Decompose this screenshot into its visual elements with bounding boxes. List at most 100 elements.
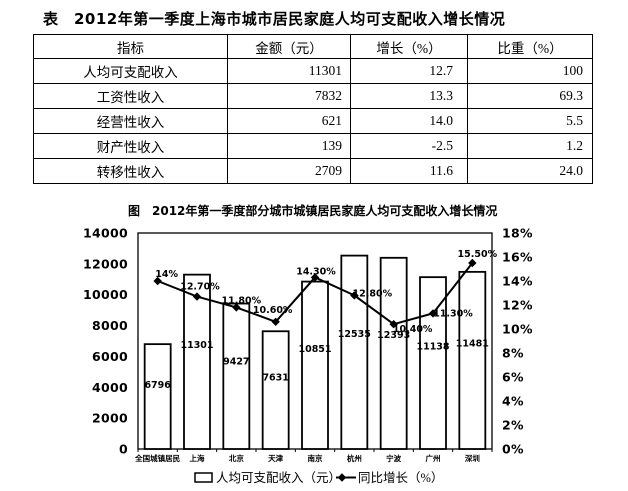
- table-cell-growth: 14.0: [350, 108, 468, 134]
- table-cell-share: 69.3: [467, 83, 593, 109]
- left-axis-tick-label: 14000: [83, 226, 128, 241]
- bar: [143, 343, 172, 450]
- table-cell-indicator: 工资性收入: [33, 83, 228, 109]
- table-cell-amount: 2709: [227, 158, 351, 184]
- growth-point-label: 12.80%: [353, 288, 393, 299]
- table-row: 人均可支配收入 11301 12.7 100: [33, 58, 593, 84]
- table-header-cell: 指标: [33, 34, 228, 59]
- table-row: 经营性收入 621 14.0 5.5: [33, 108, 593, 134]
- table-cell-amount: 11301: [227, 58, 351, 84]
- table-cell-growth: -2.5: [350, 133, 468, 159]
- bar-value-label: 11138: [416, 341, 449, 352]
- bar: [379, 256, 408, 450]
- line-marker-diamond: [350, 291, 359, 300]
- income-table: 指标 金额（元） 增长（%） 比重（%） 人均可支配收入 11301 12.7 100 工资性…: [33, 34, 593, 184]
- table-header-row: 指标 金额（元） 增长（%） 比重（%）: [33, 34, 593, 59]
- growth-point-label: 15.50%: [458, 249, 498, 260]
- growth-point-label: 11.30%: [433, 308, 473, 319]
- table-cell-growth: 11.6: [350, 158, 468, 184]
- x-axis-label: 天津: [268, 453, 283, 463]
- left-axis-tick-label: 2000: [92, 411, 128, 426]
- right-axis-tick-label: 10%: [502, 322, 533, 337]
- bar: [183, 273, 211, 450]
- right-axis-tick-label: 16%: [502, 250, 533, 265]
- table-cell-growth: 13.3: [350, 83, 468, 109]
- x-axis-label: 南京: [308, 453, 323, 463]
- figure-caption: 图 2012年第一季度部分城市城镇居民家庭人均可支配收入增长情况: [128, 204, 498, 218]
- legend-line-label: 同比增长（%）: [358, 470, 443, 485]
- line-marker-diamond: [428, 309, 438, 318]
- table-row: 工资性收入 7832 13.3 69.3: [33, 83, 593, 109]
- right-axis-tick-label: 6%: [502, 370, 524, 385]
- left-axis-tick-label: 12000: [83, 256, 128, 271]
- growth-point-label: 11.80%: [222, 295, 262, 306]
- bar: [419, 276, 447, 450]
- bar: [458, 270, 487, 450]
- x-axis-label: 北京: [229, 453, 244, 463]
- bar-value-label: 7631: [262, 373, 288, 384]
- x-axis-label: 深圳: [465, 453, 480, 463]
- table-cell-share: 100: [467, 58, 593, 84]
- table-caption: 表 2012年第一季度上海市城市居民家庭人均可支配收入增长情况: [43, 10, 506, 28]
- line-marker-diamond: [232, 303, 241, 312]
- x-axis-label: 杭州: [347, 453, 362, 463]
- line-marker-diamond: [271, 317, 280, 326]
- table-cell-growth: 12.7: [350, 58, 468, 84]
- right-axis-tick-label: 8%: [502, 346, 524, 361]
- right-axis-tick-label: 4%: [502, 394, 524, 409]
- left-axis-tick-label: 0: [119, 442, 128, 457]
- right-axis-tick-label: 0%: [502, 442, 524, 457]
- table-cell-amount: 139: [227, 133, 351, 159]
- left-axis-tick-label: 8000: [92, 318, 128, 333]
- table-header-cell: 比重（%）: [467, 34, 593, 59]
- bar: [301, 280, 329, 450]
- table-cell-amount: 621: [227, 108, 351, 134]
- bar: [222, 302, 251, 450]
- table-row: 转移性收入 2709 11.6 24.0: [33, 158, 593, 184]
- line-marker-diamond: [389, 320, 398, 329]
- right-axis-tick-label: 2%: [502, 418, 524, 433]
- right-axis-tick-label: 18%: [502, 226, 533, 241]
- table-cell-indicator: 转移性收入: [33, 158, 228, 184]
- line-marker-diamond: [310, 273, 320, 282]
- table-cell-indicator: 人均可支配收入: [33, 58, 228, 84]
- line-marker-diamond: [192, 292, 202, 301]
- bar-value-label: 12393: [377, 330, 410, 341]
- growth-point-label: 14%: [155, 269, 178, 280]
- bar-value-label: 11301: [180, 340, 213, 351]
- bar-value-label: 10851: [298, 344, 331, 355]
- legend-bar-swatch: [194, 472, 213, 483]
- line-marker-diamond: [153, 276, 162, 286]
- left-axis-tick-label: 6000: [92, 349, 128, 364]
- growth-point-label: 10.40%: [393, 324, 433, 335]
- legend-line-marker-diamond: [337, 473, 347, 482]
- table-cell-indicator: 财产性收入: [33, 133, 228, 159]
- table-cell-share: 1.2: [467, 133, 593, 159]
- legend-bar-label: 人均可支配收入（元）: [216, 471, 341, 485]
- left-axis-tick-label: 10000: [83, 287, 128, 302]
- x-axis-label: 宁波: [386, 453, 401, 463]
- bar-value-label: 11481: [456, 338, 489, 349]
- x-axis-label: 全国城镇居民: [134, 453, 180, 463]
- table-cell-amount: 7832: [227, 83, 351, 109]
- bar-value-label: 12535: [338, 329, 371, 340]
- bar-value-label: 6796: [144, 380, 171, 391]
- table-row: 财产性收入 139 -2.5 1.2: [33, 133, 593, 159]
- table-cell-indicator: 经营性收入: [33, 108, 228, 134]
- x-axis-label: 上海: [190, 453, 205, 463]
- income-combo-chart: 0 2000 4000 6000 8000 10000 12000 14000 0% 2% 4% 6%…: [83, 226, 533, 486]
- right-axis-tick-label: 12%: [502, 298, 533, 313]
- table-header-cell: 金额（元）: [227, 34, 351, 59]
- growth-point-label: 12.70%: [180, 282, 220, 293]
- growth-point-label: 14.30%: [296, 266, 336, 277]
- x-axis-label: 广州: [426, 453, 441, 463]
- table-header-cell: 增长（%）: [350, 34, 468, 59]
- bar: [340, 254, 369, 450]
- line-marker-diamond: [468, 258, 477, 268]
- left-axis-tick-label: 4000: [92, 380, 128, 395]
- table-cell-share: 24.0: [467, 158, 593, 184]
- table-cell-share: 5.5: [467, 108, 593, 134]
- growth-point-label: 10.60%: [253, 305, 293, 316]
- right-axis-tick-label: 14%: [502, 274, 533, 289]
